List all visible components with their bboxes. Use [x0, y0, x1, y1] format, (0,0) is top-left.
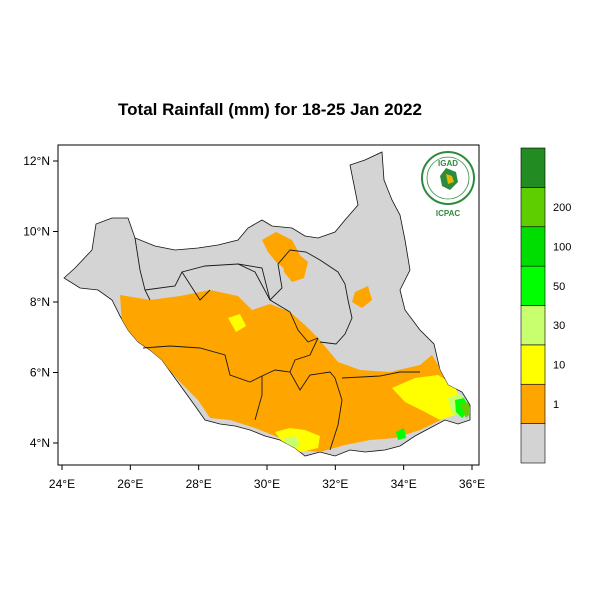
- legend-label: 1: [553, 399, 559, 411]
- x-tick-label: 30°E: [254, 477, 280, 491]
- rain-zone-50-100-south: [396, 428, 406, 440]
- legend-swatch: [520, 226, 546, 267]
- rain-zone-10-30-east: [392, 375, 460, 420]
- map-title: Total Rainfall (mm) for 18-25 Jan 2022: [118, 100, 422, 119]
- y-tick-label: 6°N: [30, 366, 50, 380]
- legend-label: 50: [553, 281, 565, 293]
- legend-label: 30: [553, 320, 565, 332]
- legend-swatch: [520, 305, 546, 346]
- legend-swatch: [520, 423, 546, 464]
- x-tick-label: 34°E: [391, 477, 417, 491]
- legend-label: 100: [553, 241, 571, 253]
- legend-swatch: [520, 344, 546, 385]
- y-tick-label: 12°N: [23, 154, 50, 168]
- x-tick-label: 32°E: [322, 477, 348, 491]
- state-boundaries: [134, 237, 420, 451]
- y-axis: 4°N 6°N 8°N 10°N 12°N: [23, 154, 58, 450]
- x-axis: 24°E 26°E 28°E 30°E 32°E 34°E 36°E: [49, 465, 485, 491]
- rain-zone-100-200-east: [460, 402, 470, 418]
- x-tick-label: 36°E: [459, 477, 485, 491]
- y-tick-label: 4°N: [30, 436, 50, 450]
- x-tick-label: 26°E: [117, 477, 143, 491]
- legend-swatch: [520, 265, 546, 306]
- x-tick-label: 28°E: [186, 477, 212, 491]
- logo-bottom-text: ICPAC: [436, 209, 461, 218]
- legend-label: 200: [553, 202, 571, 214]
- legend-swatch: [520, 187, 546, 228]
- y-tick-label: 8°N: [30, 295, 50, 309]
- color-legend: 1 10 30 50 100 200: [520, 147, 571, 464]
- legend-label: 10: [553, 360, 565, 372]
- y-tick-label: 10°N: [23, 225, 50, 239]
- igad-logo: IGAD ICPAC: [421, 151, 475, 218]
- logo-top-text: IGAD: [438, 159, 458, 168]
- x-tick-label: 24°E: [49, 477, 75, 491]
- rain-zone-1-10-north-east: [282, 252, 308, 282]
- legend-swatch: [520, 147, 546, 188]
- legend-swatch: [520, 383, 546, 424]
- rain-zone-1-10-center-north: [352, 286, 372, 308]
- rain-zone-10-30-west: [228, 314, 246, 332]
